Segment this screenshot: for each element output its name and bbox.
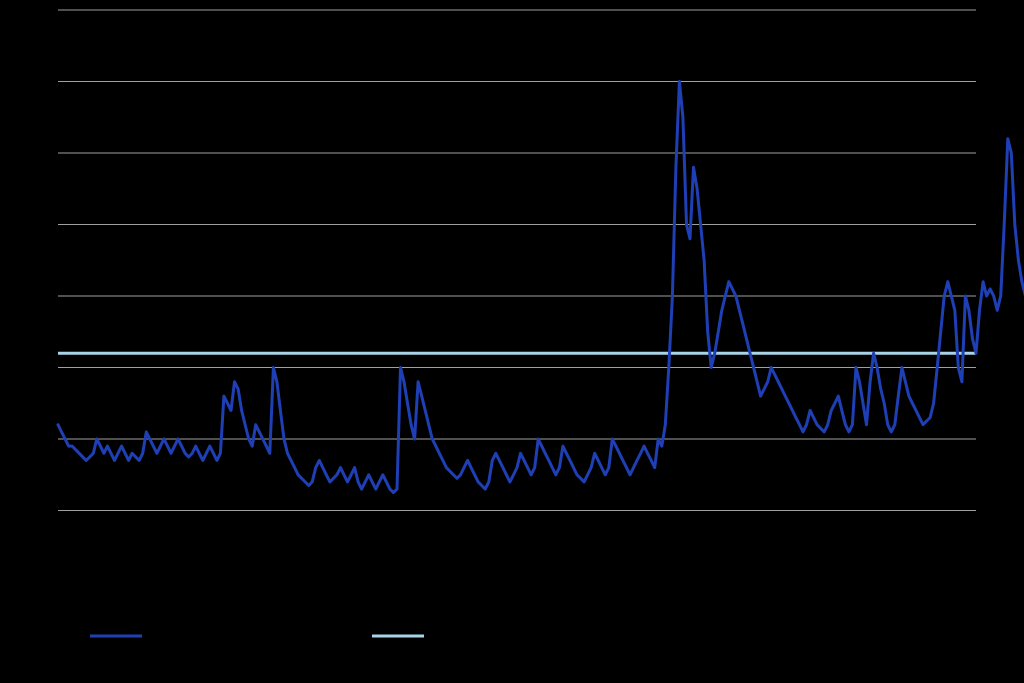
legend-swatch bbox=[372, 635, 424, 638]
legend-swatch bbox=[90, 635, 142, 638]
line-chart bbox=[0, 0, 1024, 683]
chart-background bbox=[0, 0, 1024, 683]
